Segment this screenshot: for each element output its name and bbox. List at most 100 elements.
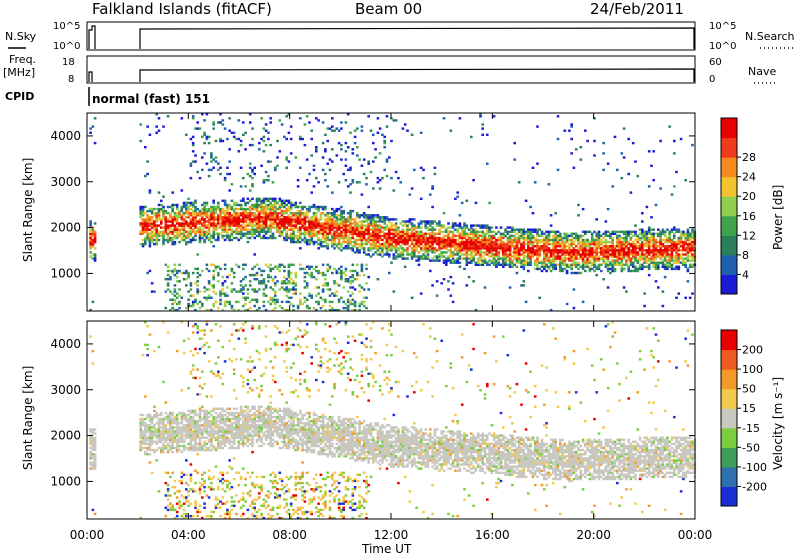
data-cell — [233, 202, 236, 204]
data-cell — [345, 278, 348, 280]
data-cell — [365, 264, 368, 266]
data-cell — [260, 237, 263, 239]
data-cell — [167, 484, 170, 486]
data-cell — [493, 247, 496, 249]
data-cell — [276, 214, 279, 216]
data-cell — [602, 257, 605, 259]
data-cell — [192, 202, 195, 204]
data-cell — [276, 165, 279, 167]
data-cell — [443, 262, 446, 264]
data-cell — [338, 272, 341, 274]
data-cell — [203, 297, 206, 299]
data-cell — [388, 235, 391, 237]
data-cell — [89, 255, 92, 257]
data-cell — [504, 264, 507, 266]
data-cell — [94, 428, 97, 430]
data-cell — [176, 214, 179, 216]
data-cell — [139, 231, 142, 233]
data-cell — [324, 278, 327, 280]
data-cell — [185, 235, 188, 237]
data-cell — [538, 247, 541, 249]
data-cell — [345, 165, 348, 167]
data-cell — [333, 210, 336, 212]
data-cell — [386, 229, 389, 231]
data-cell — [495, 233, 498, 235]
data-cell — [322, 212, 325, 214]
data-cell — [518, 241, 521, 243]
data-cell — [386, 253, 389, 255]
data-cell — [393, 247, 396, 249]
data-cell — [395, 239, 398, 241]
data-cell — [139, 414, 142, 416]
data-cell — [675, 245, 678, 247]
data-cell — [208, 270, 211, 272]
data-cell — [144, 426, 147, 428]
data-cell — [488, 231, 491, 233]
data-cell — [208, 280, 211, 282]
data-cell — [577, 247, 580, 249]
data-cell — [381, 218, 384, 220]
data-cell — [342, 301, 345, 303]
data-cell — [240, 140, 243, 142]
data-cell — [345, 241, 348, 243]
data-cell — [358, 158, 361, 160]
data-cell — [427, 233, 430, 235]
data-cell — [272, 198, 275, 200]
data-cell — [276, 212, 279, 214]
data-cell — [413, 237, 416, 239]
data-cell — [397, 229, 400, 231]
data-cell — [402, 220, 405, 222]
data-cell — [625, 262, 628, 264]
data-cell — [260, 270, 263, 272]
data-cell — [354, 136, 357, 138]
data-cell — [395, 257, 398, 259]
data-cell — [411, 257, 414, 259]
data-cell — [393, 253, 396, 255]
data-cell — [591, 251, 594, 253]
data-cell — [621, 152, 624, 154]
data-cell — [94, 459, 97, 461]
data-cell — [185, 307, 188, 309]
data-cell — [265, 123, 268, 125]
data-cell — [272, 237, 275, 239]
data-cell — [614, 231, 617, 233]
data-cell — [155, 231, 158, 233]
data-cell — [621, 177, 624, 179]
data-cell — [363, 214, 366, 216]
data-cell — [301, 138, 304, 140]
data-cell — [630, 262, 633, 264]
data-cell — [691, 253, 694, 255]
data-cell — [256, 224, 259, 226]
data-cell — [534, 259, 537, 261]
data-cell — [554, 268, 557, 270]
data-cell — [183, 229, 186, 231]
data-cell — [310, 237, 313, 239]
data-cell — [345, 247, 348, 249]
data-cell — [664, 247, 667, 249]
data-cell — [427, 229, 430, 231]
data-cell — [586, 253, 589, 255]
data-cell — [251, 177, 254, 179]
data-cell — [456, 229, 459, 231]
data-cell — [347, 307, 350, 309]
data-cell — [452, 241, 455, 243]
data-cell — [269, 144, 272, 146]
data-cell — [682, 264, 685, 266]
data-cell — [190, 163, 193, 165]
data-cell — [249, 214, 252, 216]
data-cell — [322, 231, 325, 233]
data-cell — [139, 441, 142, 443]
data-cell — [525, 200, 528, 202]
data-cell — [500, 233, 503, 235]
data-cell — [146, 344, 149, 346]
data-cell — [466, 262, 469, 264]
data-cell — [89, 241, 92, 243]
data-cell — [315, 218, 318, 220]
data-cell — [322, 169, 325, 171]
data-cell — [192, 224, 195, 226]
data-cell — [472, 235, 475, 237]
data-cell — [310, 241, 313, 243]
data-cell — [190, 165, 193, 167]
data-cell — [235, 212, 238, 214]
data-cell — [486, 241, 489, 243]
